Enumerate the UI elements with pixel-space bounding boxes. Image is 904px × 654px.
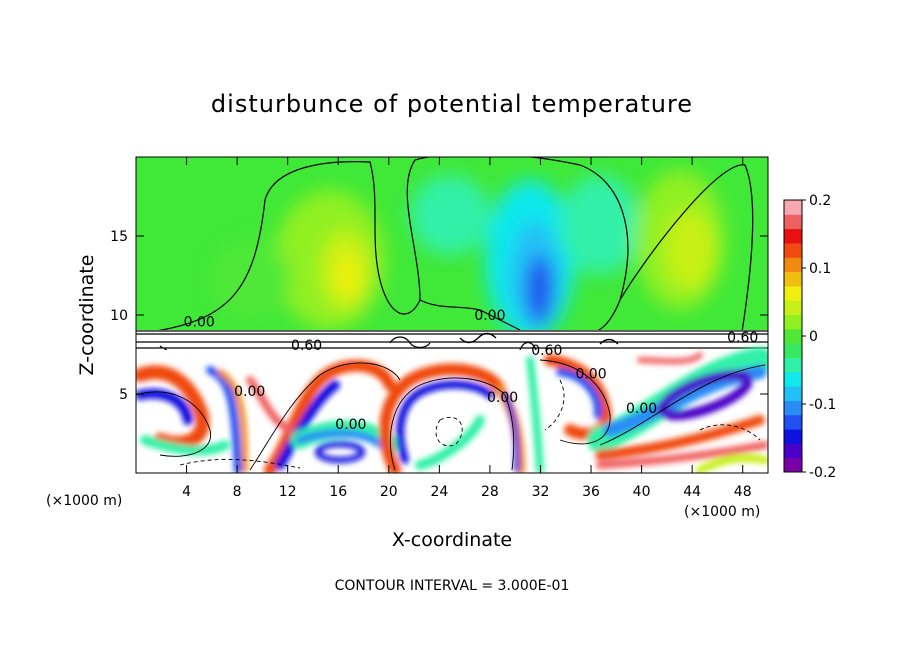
x-tick-label: 32 <box>532 484 550 500</box>
x-tick-label: 40 <box>633 484 651 500</box>
plot-area <box>136 157 768 473</box>
y-axis: 5 10 15 <box>110 229 768 403</box>
colorbar-swatch <box>784 343 802 358</box>
colorbar-swatch <box>784 300 802 316</box>
inversion-band <box>136 330 768 350</box>
x-tick-label: 16 <box>329 484 347 500</box>
colorbar-swatch <box>784 386 802 401</box>
colorbar-swatch <box>784 414 802 430</box>
x-axis: 4 8 12 16 20 24 28 32 36 40 44 48 <box>182 157 752 500</box>
colorbar-tick-label: 0 <box>809 329 818 345</box>
x-unit-label-right: (×1000 m) <box>684 504 760 520</box>
contour-label: 0.00 <box>234 384 265 400</box>
y-tick-label: 5 <box>119 387 128 403</box>
contour-label: 0.00 <box>335 417 366 433</box>
colorbar-tick-label: 0.2 <box>809 193 831 209</box>
colorbar-tick-label: 0.1 <box>809 261 831 277</box>
colorbar-swatch <box>784 257 802 273</box>
colorbar-swatch <box>784 242 802 258</box>
contour-label: 0.60 <box>531 343 562 359</box>
contour-labels: 0.00 0.60 0.00 0.00 0.00 0.00 0.60 0.00 0.00 0.60 <box>184 308 759 433</box>
colorbar-swatch <box>784 314 802 330</box>
chart-title: disturbunce of potential temperature <box>211 90 693 118</box>
contour-label: 0.00 <box>575 366 606 382</box>
contour-label: 0.60 <box>291 338 322 354</box>
colorbar-swatch <box>784 457 802 473</box>
x-tick-label: 28 <box>481 484 499 500</box>
colorbar-swatch <box>784 285 802 301</box>
x-tick-label: 36 <box>582 484 600 500</box>
x-tick-label: 24 <box>430 484 448 500</box>
contour-label: 0.00 <box>184 314 215 330</box>
colorbar: 0.2 0.1 0 -0.1 -0.2 <box>783 193 836 481</box>
y-axis-title: Z-coordinate <box>76 255 98 376</box>
colorbar-swatch <box>784 443 802 459</box>
contour-label: 0.00 <box>487 390 518 406</box>
colorbar-tick-label: -0.1 <box>809 397 836 413</box>
colorbar-swatch <box>784 357 802 373</box>
colorbar-swatch <box>784 271 802 287</box>
colorbar-swatch <box>784 328 802 344</box>
colorbar-swatch <box>784 228 802 244</box>
x-tick-label: 20 <box>380 484 398 500</box>
contour-label: 0.00 <box>626 401 657 417</box>
lower-contours <box>136 359 766 471</box>
colorbar-swatch <box>784 400 802 416</box>
x-unit-label-left: (×1000 m) <box>46 493 122 509</box>
x-tick-label: 8 <box>233 484 242 500</box>
x-tick-label: 48 <box>734 484 752 500</box>
contour-label: 0.00 <box>474 308 505 324</box>
upper-contours <box>149 157 754 333</box>
upper-field-anomalies <box>210 170 725 340</box>
contour-interval-note: CONTOUR INTERVAL = 3.000E-01 <box>335 578 570 594</box>
band-contours <box>136 330 768 368</box>
x-tick-label: 4 <box>182 484 191 500</box>
colorbar-swatch <box>784 214 802 230</box>
x-axis-title: X-coordinate <box>392 529 512 551</box>
contour-label: 0.60 <box>727 330 758 346</box>
lower-field-patches <box>136 347 768 473</box>
colorbar-tick-label: -0.2 <box>809 465 836 481</box>
y-tick-label: 15 <box>110 229 128 245</box>
colorbar-swatch <box>784 371 802 387</box>
x-tick-label: 44 <box>683 484 701 500</box>
y-tick-label: 10 <box>110 308 128 324</box>
x-tick-label: 12 <box>279 484 297 500</box>
colorbar-swatch <box>784 429 802 444</box>
colorbar-swatch <box>784 200 802 215</box>
